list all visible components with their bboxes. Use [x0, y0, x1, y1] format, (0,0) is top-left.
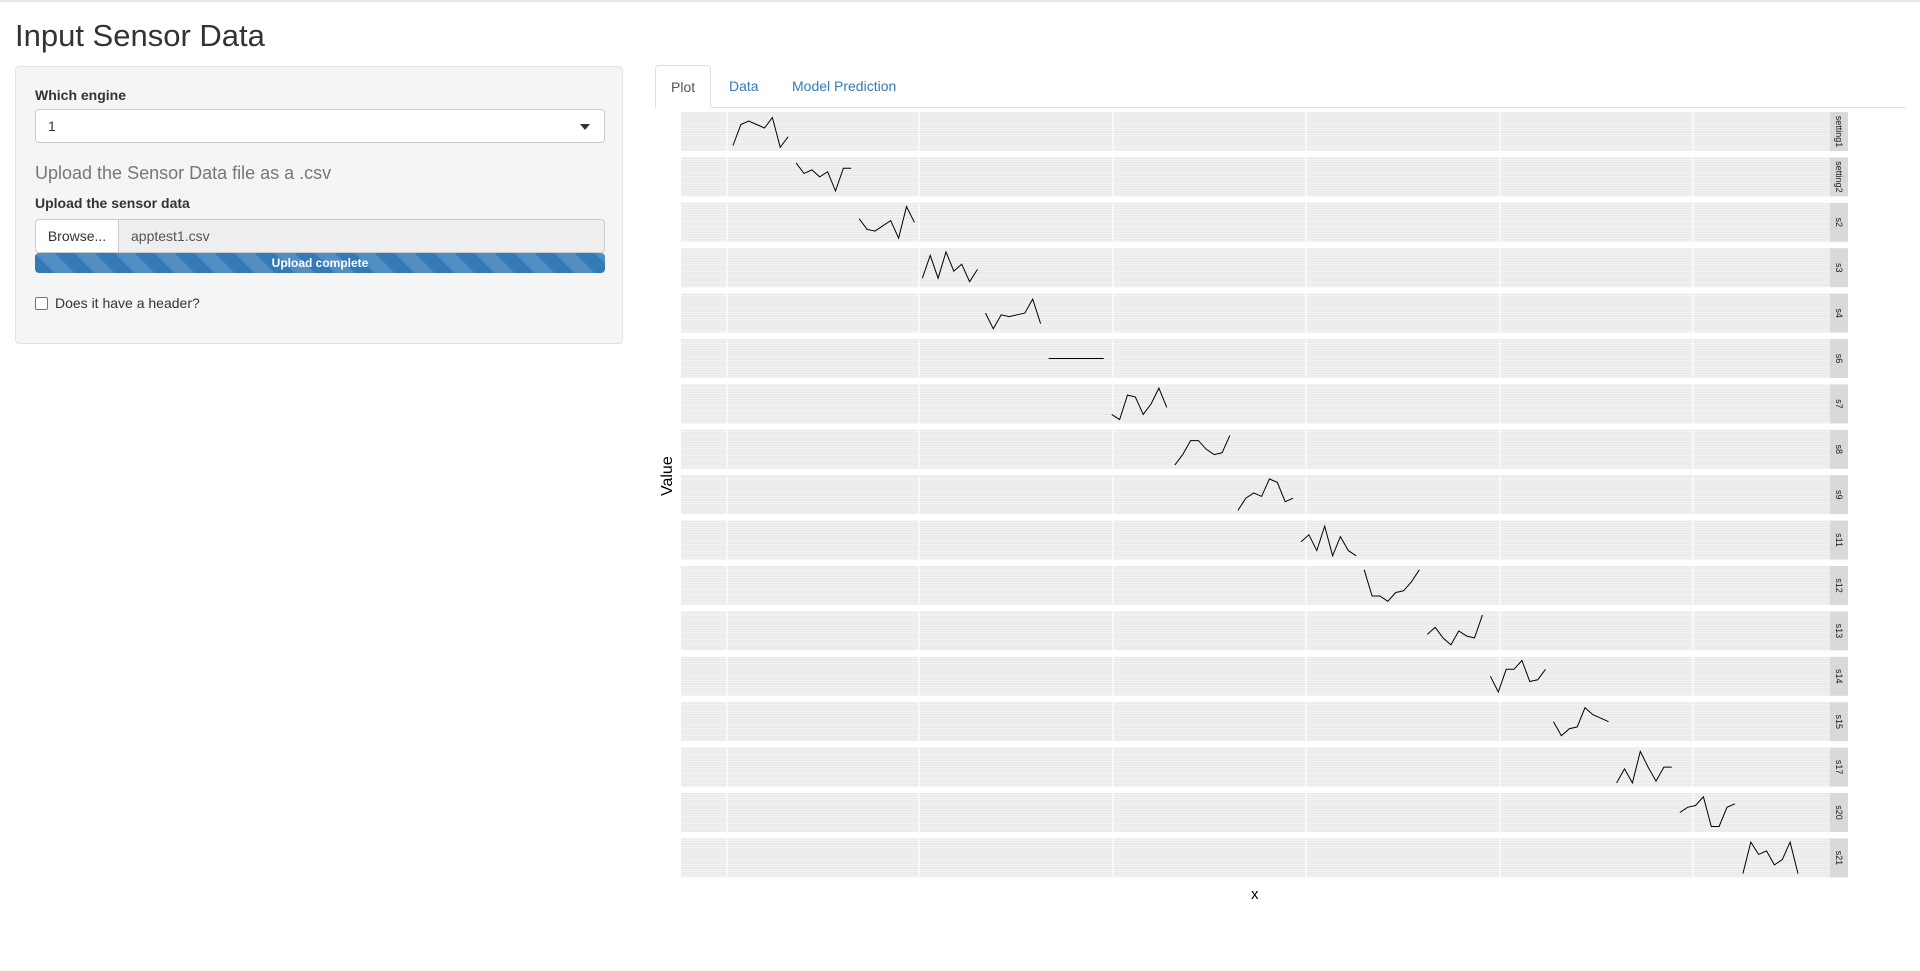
- facet-label: setting2: [1834, 161, 1844, 193]
- facet-strip: [1830, 702, 1848, 742]
- facet-panel: [681, 747, 1830, 787]
- series-line-s14: [1489, 659, 1546, 694]
- series-line-s2: [858, 205, 915, 240]
- facet-label: s12: [1834, 578, 1844, 593]
- facet-panel: [681, 520, 1830, 560]
- upload-progress-bar: Upload complete: [35, 253, 605, 273]
- facet-panel: [681, 157, 1830, 197]
- facet-panel: [681, 429, 1830, 469]
- series-line-s15: [1553, 706, 1609, 737]
- series-line-s3: [921, 250, 978, 283]
- facet-panel: [681, 566, 1830, 605]
- top-border: [0, 0, 1920, 2]
- facet-panel: [681, 702, 1830, 742]
- facet-label: s6: [1834, 354, 1844, 364]
- facet-strip: [1830, 384, 1848, 424]
- facet-strip: [1830, 339, 1848, 378]
- facet-strip: [1830, 520, 1848, 560]
- sidebar-panel: Which engine 1 Upload the Sensor Data fi…: [15, 66, 623, 344]
- facet-label: s14: [1834, 669, 1844, 684]
- facet-label: s11: [1834, 533, 1844, 547]
- facet-strip: [1830, 293, 1848, 333]
- series-line-s20: [1679, 795, 1736, 827]
- tab-data[interactable]: Data: [729, 78, 759, 94]
- facet-panel: [681, 611, 1830, 651]
- facet-label: s3: [1834, 263, 1844, 273]
- facet-strip: [1830, 838, 1848, 878]
- tab-bar: Plot Data Model Prediction: [655, 65, 1905, 108]
- series-line-s7: [1111, 386, 1168, 421]
- series-line-s21: [1742, 840, 1799, 874]
- series-line-s4: [985, 297, 1042, 330]
- facet-label: s2: [1834, 218, 1844, 228]
- facet-panel: [681, 339, 1830, 378]
- facet-label: s15: [1834, 714, 1844, 729]
- facet-panel: [681, 475, 1830, 515]
- series-line-s9: [1237, 478, 1294, 511]
- file-name-field: apptest1.csv: [119, 219, 605, 253]
- series-line-s17: [1616, 749, 1672, 785]
- series-line-setting2: [795, 162, 852, 193]
- header-checkbox-row[interactable]: Does it have a header?: [35, 295, 200, 311]
- series-line-s11: [1300, 524, 1357, 558]
- facet-strip: [1830, 157, 1848, 197]
- chevron-down-icon: [580, 124, 590, 130]
- page-title: Input Sensor Data: [15, 18, 265, 53]
- facet-label: s17: [1834, 760, 1844, 775]
- facet-strip: [1830, 248, 1848, 288]
- header-checkbox-label: Does it have a header?: [55, 295, 200, 311]
- facet-panel: [681, 202, 1830, 242]
- facet-label: s20: [1834, 805, 1844, 820]
- tab-plot[interactable]: Plot: [655, 65, 712, 108]
- plot-area: Value setting1 setting2 s2 s3 s4 s6 s7 s8 s9 s11 s…: [655, 108, 1920, 908]
- facet-strip: [1830, 566, 1848, 605]
- facet-strip: [1830, 747, 1848, 787]
- facet-panel: [681, 248, 1830, 288]
- engine-select-value: 1: [48, 118, 56, 134]
- facet-panel: [681, 112, 1830, 151]
- series-line-s8: [1174, 435, 1231, 466]
- header-checkbox[interactable]: [35, 297, 48, 310]
- facet-strip: [1830, 475, 1848, 515]
- upload-label: Upload the sensor data: [35, 195, 190, 211]
- x-axis-label: x: [1251, 886, 1259, 903]
- facet-strip: [1830, 429, 1848, 469]
- facet-strip: [1830, 656, 1848, 696]
- facet-label: s4: [1834, 308, 1844, 318]
- facet-strip: [1830, 202, 1848, 242]
- facet-line-chart: setting1 setting2 s2 s3 s4 s6 s7 s8 s9 s11 s12 s13 s…: [681, 112, 1848, 878]
- facet-label: setting1: [1834, 116, 1844, 148]
- facet-label: s9: [1834, 490, 1844, 500]
- browse-button[interactable]: Browse...: [35, 219, 119, 253]
- file-input: Browse... apptest1.csv: [35, 219, 605, 253]
- facet-strip: [1830, 793, 1848, 832]
- facet-label: s13: [1834, 624, 1844, 639]
- facet-label: s21: [1834, 851, 1844, 866]
- facet-panel: [681, 656, 1830, 696]
- facet-label: s8: [1834, 445, 1844, 455]
- series-line-s12: [1363, 569, 1420, 602]
- facet-panel: [681, 838, 1830, 878]
- facet-panel: [681, 293, 1830, 333]
- series-line-s13: [1426, 614, 1483, 646]
- facet-panel: [681, 793, 1830, 832]
- engine-select-label: Which engine: [35, 87, 126, 103]
- upload-heading: Upload the Sensor Data file as a .csv: [35, 163, 332, 183]
- facet-label: s7: [1834, 399, 1844, 409]
- tab-model-prediction[interactable]: Model Prediction: [792, 78, 897, 94]
- engine-select[interactable]: 1: [35, 109, 605, 143]
- facet-strip: [1830, 112, 1848, 151]
- facet-panel: [681, 384, 1830, 424]
- facet-strip: [1830, 611, 1848, 651]
- series-line-setting1: [732, 116, 789, 149]
